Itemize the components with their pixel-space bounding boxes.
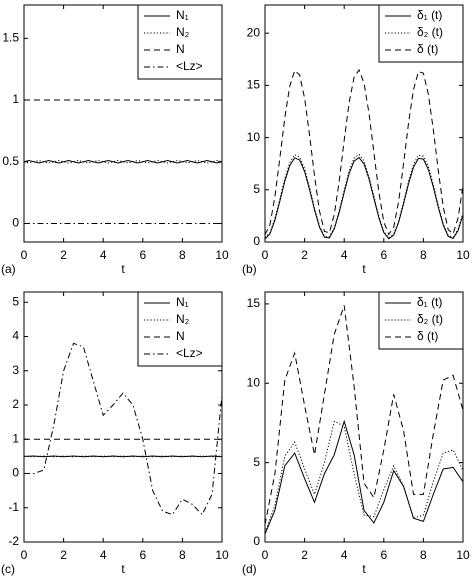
- series-line: [265, 420, 463, 533]
- legend-box: [378, 291, 464, 350]
- legend-label: N: [176, 329, 185, 343]
- y-tick-label: 5: [12, 294, 19, 308]
- x-tick-label: 2: [301, 248, 308, 262]
- y-tick-label: 0: [12, 466, 19, 480]
- x-tick-label: 4: [341, 248, 348, 262]
- legend-box: [137, 4, 223, 80]
- x-tick-label: 0: [262, 248, 269, 262]
- x-tick-label: 10: [215, 248, 229, 262]
- x-tick-label: 8: [420, 248, 427, 262]
- y-tick-label: 1: [12, 431, 19, 445]
- plot-frame: [264, 291, 464, 543]
- series-line: [265, 153, 463, 239]
- series-line: [265, 419, 463, 535]
- legend-label: N₁: [176, 8, 189, 22]
- panel-label: (a): [1, 262, 16, 276]
- x-axis-label: t: [121, 562, 125, 576]
- x-tick-label: 8: [179, 548, 186, 562]
- x-tick-label: 0: [21, 248, 28, 262]
- panel-label: (c): [1, 562, 15, 576]
- plot-frame: [23, 291, 223, 543]
- x-tick-label: 10: [456, 548, 470, 562]
- y-tick-label: 0: [253, 234, 260, 248]
- legend-label: δ (t): [417, 329, 438, 343]
- plot-frame: [264, 4, 464, 243]
- x-tick-label: 4: [341, 548, 348, 562]
- x-tick-label: 4: [100, 548, 107, 562]
- x-tick-label: 2: [301, 548, 308, 562]
- legend-label: N: [176, 42, 185, 56]
- x-tick-label: 6: [139, 248, 146, 262]
- plot-frame: [23, 4, 223, 243]
- y-tick-label: -2: [8, 534, 19, 548]
- legend-box: [378, 4, 464, 63]
- x-tick-label: 2: [60, 248, 67, 262]
- panel-label: (b): [242, 262, 257, 276]
- legend-label: N₂: [176, 25, 190, 39]
- x-tick-label: 2: [60, 548, 67, 562]
- x-tick-label: 8: [420, 548, 427, 562]
- y-tick-label: 0: [12, 216, 19, 230]
- legend-label: δ₁ (t): [417, 8, 442, 22]
- y-tick-label: 15: [247, 296, 261, 310]
- y-tick-label: -1: [8, 500, 19, 514]
- y-tick-label: 10: [247, 375, 261, 389]
- y-tick-label: 1.5: [2, 31, 19, 45]
- y-tick-label: 2: [12, 397, 19, 411]
- legend-label: <Lz>: [176, 59, 203, 73]
- x-tick-label: 10: [456, 248, 470, 262]
- x-tick-label: 10: [215, 548, 229, 562]
- x-tick-label: 8: [179, 248, 186, 262]
- y-tick-label: 5: [253, 455, 260, 469]
- x-tick-label: 6: [380, 548, 387, 562]
- legend-label: N₂: [176, 312, 190, 326]
- series-line: [265, 68, 463, 236]
- y-tick-label: 0.5: [2, 154, 19, 168]
- series-line: [24, 342, 222, 516]
- legend-label: δ₂ (t): [417, 312, 443, 326]
- x-axis-label: t: [362, 262, 366, 276]
- x-tick-label: 0: [21, 548, 28, 562]
- series-line: [265, 156, 463, 240]
- x-axis-label: t: [362, 562, 366, 576]
- legend-label: δ (t): [417, 42, 438, 56]
- legend-label: δ₂ (t): [417, 25, 443, 39]
- legend-box: [137, 291, 223, 367]
- y-tick-label: 3: [12, 363, 19, 377]
- legend-label: δ₁ (t): [417, 295, 442, 309]
- series-line: [24, 455, 222, 458]
- panel-label: (d): [242, 562, 257, 576]
- x-tick-label: 6: [380, 248, 387, 262]
- series-line: [24, 160, 222, 164]
- y-tick-label: 15: [247, 78, 261, 92]
- x-axis-label: t: [121, 262, 125, 276]
- x-tick-label: 0: [262, 548, 269, 562]
- series-line: [265, 305, 463, 525]
- legend-label: <Lz>: [176, 346, 203, 360]
- y-tick-label: 20: [247, 25, 261, 39]
- y-tick-label: 0: [253, 534, 260, 548]
- legend-label: N₁: [176, 295, 189, 309]
- y-tick-label: 1: [12, 92, 19, 106]
- y-tick-label: 4: [12, 329, 19, 343]
- y-tick-label: 10: [247, 130, 261, 144]
- x-tick-label: 4: [100, 248, 107, 262]
- series-line: [24, 160, 222, 164]
- x-tick-label: 6: [139, 548, 146, 562]
- y-tick-label: 5: [253, 182, 260, 196]
